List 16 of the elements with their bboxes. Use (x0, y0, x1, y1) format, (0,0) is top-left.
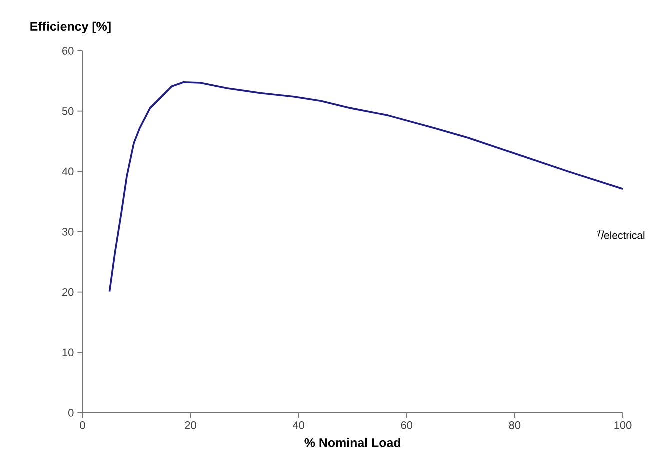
y-tick-label: 30 (62, 228, 74, 236)
x-tick-label: 40 (292, 422, 304, 430)
x-tick-label: 60 (401, 422, 413, 430)
y-axis-title: Efficiency [%] (30, 22, 111, 34)
y-tick-label: 50 (62, 107, 74, 116)
x-tick-label: 100 (614, 422, 632, 430)
y-tick-label: 40 (62, 168, 74, 176)
x-tick-label: 0 (80, 422, 86, 430)
y-tick-label: 20 (62, 288, 74, 296)
y-tick-label: 0 (68, 409, 74, 417)
y-tick-label: 10 (62, 348, 74, 357)
x-tick-label: 20 (185, 422, 196, 430)
text: $\eta_{\mathrm{electrical}}$ (597, 230, 645, 240)
y-tick-label: 60 (62, 47, 74, 55)
x-axis-title: % Nominal Load (304, 438, 400, 448)
x-tick-label: 80 (509, 422, 521, 430)
